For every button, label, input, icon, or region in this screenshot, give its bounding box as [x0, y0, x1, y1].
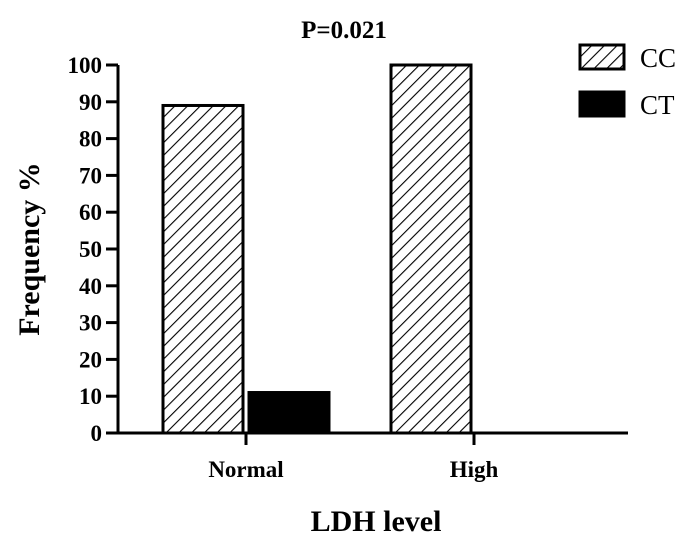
y-axis-ticks: 0 10 20 30 40 50 60 70 80 90 100: [68, 53, 118, 446]
y-axis-title: Frequency %: [13, 162, 46, 336]
chart-title: P=0.021: [301, 17, 387, 44]
y-tick-label: 60: [79, 200, 102, 225]
y-tick-label: 70: [79, 163, 102, 188]
y-tick-label: 0: [91, 421, 103, 446]
legend-swatch-ct: [578, 90, 626, 118]
bars-layer: [161, 63, 473, 435]
y-tick-label: 30: [79, 311, 102, 336]
legend-label-cc: CC: [640, 43, 676, 73]
bar-ct-normal: [247, 391, 331, 435]
legend-label-ct: CT: [640, 90, 675, 120]
y-tick-label: 80: [79, 127, 102, 152]
y-tick-label: 90: [79, 90, 102, 115]
y-tick-label: 20: [79, 347, 102, 372]
legend: CC CT: [578, 43, 676, 120]
legend-swatch-cc: [578, 43, 626, 71]
bar-cc-normal: [161, 103, 245, 435]
y-tick-label: 40: [79, 274, 102, 299]
y-tick-label: 100: [68, 53, 103, 78]
x-axis-title: LDH level: [311, 505, 442, 537]
bar-cc-high: [389, 63, 473, 435]
y-tick-label: 10: [79, 384, 102, 409]
x-category-label: Normal: [208, 457, 283, 482]
x-category-label: High: [450, 457, 499, 482]
y-tick-label: 50: [79, 237, 102, 262]
x-axis-ticks: Normal High: [208, 433, 498, 482]
